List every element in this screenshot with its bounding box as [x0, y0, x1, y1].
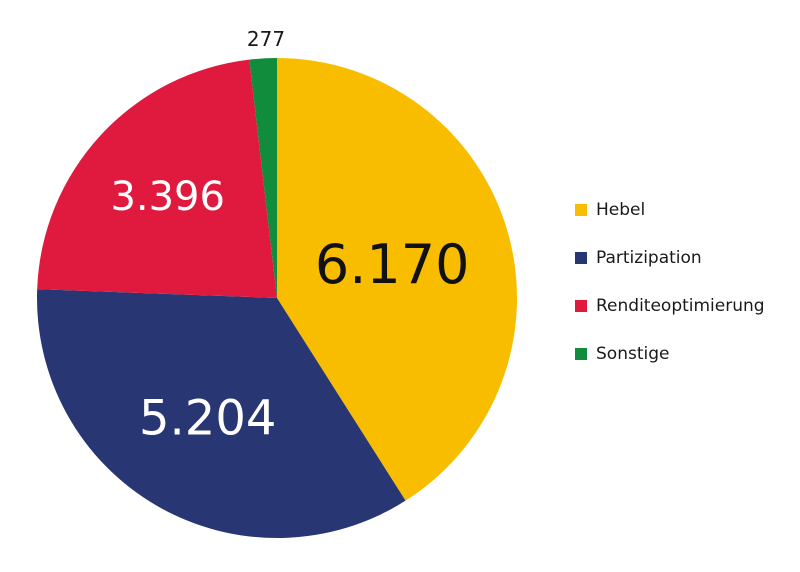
slice-labels: 6.170 5.204 3.396 277 — [110, 27, 469, 447]
data-label-partizipation: 5.204 — [139, 391, 276, 447]
data-label-sonstige: 277 — [247, 27, 285, 51]
legend: Hebel Partizipation Renditeoptimierung Sons… — [575, 200, 765, 364]
legend-label-partizipation: Partizipation — [596, 248, 702, 268]
pie-slices — [36, 57, 518, 539]
data-label-renditeoptimierung: 3.396 — [110, 174, 225, 220]
legend-swatch-sonstige — [575, 348, 587, 360]
legend-label-sonstige: Sonstige — [596, 344, 669, 364]
pie-slice-renditeoptimierung — [37, 59, 277, 298]
pie-slice-partizipation — [36, 289, 406, 539]
pie-slice-sonstige — [249, 57, 277, 298]
legend-label-hebel: Hebel — [596, 200, 645, 220]
legend-swatch-hebel — [575, 204, 587, 216]
pie-slice-hebel — [277, 57, 518, 501]
legend-swatch-partizipation — [575, 252, 587, 264]
data-label-hebel: 6.170 — [315, 233, 470, 296]
legend-swatch-renditeoptimierung — [575, 300, 587, 312]
legend-label-renditeoptimierung: Renditeoptimierung — [596, 296, 765, 316]
